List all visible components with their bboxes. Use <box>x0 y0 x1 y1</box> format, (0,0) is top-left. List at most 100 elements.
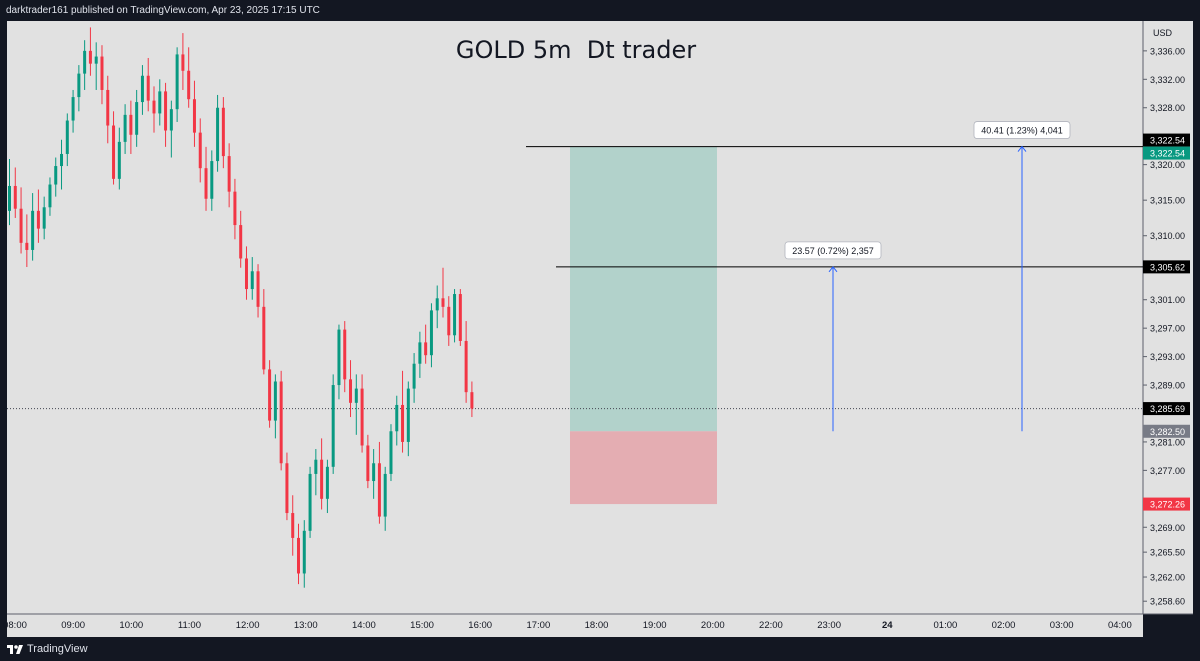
candle-up <box>412 363 416 389</box>
candle-down <box>233 191 237 226</box>
chart-title: GOLD 5m Dt trader <box>456 36 696 64</box>
candle-up <box>54 166 58 185</box>
position-loss-zone <box>570 431 717 505</box>
candle-down <box>343 329 347 380</box>
time-axis-background <box>7 614 1143 637</box>
candle-down <box>360 388 364 446</box>
time-tick-label: 24 <box>882 620 893 631</box>
measure-label: 23.57 (0.72%) 2,357 <box>792 246 874 256</box>
time-tick-label: 15:00 <box>410 620 434 631</box>
candle-down <box>164 91 168 131</box>
candle-up <box>308 473 312 531</box>
price-tag-label: 3,305.62 <box>1150 262 1185 272</box>
candle-up <box>429 310 433 356</box>
currency-label: USD <box>1153 28 1173 38</box>
price-tick-label: 3,258.60 <box>1150 597 1185 607</box>
candle-up <box>175 54 179 110</box>
time-tick-label: 23:00 <box>817 620 841 631</box>
candle-down <box>181 54 185 71</box>
price-tick-label: 3,262.00 <box>1150 573 1185 583</box>
candle-down <box>262 306 266 370</box>
time-axis[interactable]: 08:00 09:00 10:00 11:00 12:00 13:00 14:00 15:00… <box>3 620 1132 631</box>
candle-down <box>192 99 196 133</box>
candle-up <box>383 473 387 517</box>
time-tick-label: 03:00 <box>1050 620 1074 631</box>
candle-up <box>117 141 121 179</box>
price-axis[interactable]: 3,336.00 3,332.00 3,328.00 3,320.00 3,315.00… <box>1143 46 1190 607</box>
candle-up <box>418 342 422 364</box>
price-tick-label: 3,301.00 <box>1150 295 1185 305</box>
candle-down <box>291 513 295 538</box>
candle-up <box>395 404 399 432</box>
candle-up <box>372 463 376 482</box>
chart-canvas[interactable]: GOLD 5m Dt trader 23.57 (0.72%) 2,357 40.… <box>0 21 1200 637</box>
price-tick-label: 3,269.00 <box>1150 523 1185 533</box>
candle-down <box>441 298 445 307</box>
candle-down <box>112 125 116 179</box>
price-tick-label: 3,332.00 <box>1150 75 1185 85</box>
candle-down <box>470 392 474 409</box>
candle-down <box>424 342 428 356</box>
candle-down <box>349 379 353 403</box>
time-tick-label: 11:00 <box>178 620 201 631</box>
time-tick-label: 04:00 <box>1108 620 1132 631</box>
candle-up <box>406 388 410 442</box>
candle-down <box>447 306 451 336</box>
candle-up <box>273 381 277 421</box>
time-tick-label: 18:00 <box>585 620 609 631</box>
measure-label-box <box>784 241 882 260</box>
candle-up <box>453 294 457 336</box>
candle-down <box>152 100 156 114</box>
time-tick-label: 13:00 <box>294 620 318 631</box>
candle-down <box>464 340 468 393</box>
candle-down <box>401 404 405 442</box>
candle-down <box>129 114 133 135</box>
candle-up <box>250 271 254 290</box>
price-tag-stop <box>1143 497 1190 511</box>
candle-down <box>256 271 260 307</box>
time-tick-label: 01:00 <box>934 620 958 631</box>
price-tick-label: 3,320.00 <box>1150 160 1185 170</box>
price-tick-label: 3,281.00 <box>1150 437 1185 447</box>
candle-down <box>221 107 225 157</box>
candle-down <box>279 381 283 464</box>
price-axis-background <box>1143 21 1193 614</box>
candle-up <box>216 107 220 162</box>
price-tag-hline <box>1143 260 1190 274</box>
price-tag-label: 3,322.54 <box>1150 149 1185 159</box>
candle-up <box>435 298 439 311</box>
candle-down <box>366 445 370 482</box>
price-tick-label: 3,293.00 <box>1150 352 1185 362</box>
candle-down <box>268 369 272 421</box>
time-tick-label: 14:00 <box>352 620 376 631</box>
candle-down <box>88 50 92 64</box>
measure-label-box <box>973 121 1071 139</box>
candle-down <box>239 225 243 259</box>
candle-down <box>146 75 150 101</box>
price-tick-label: 3,336.00 <box>1150 46 1185 56</box>
candle-up <box>337 329 341 386</box>
time-tick-label: 17:00 <box>526 620 550 631</box>
candle-down <box>198 132 202 169</box>
time-tick-label: 19:00 <box>643 620 667 631</box>
candle-down <box>106 89 110 126</box>
price-tag-target <box>1143 146 1190 160</box>
publisher-text: darktrader161 published on TradingView.c… <box>6 5 320 16</box>
price-tag-last <box>1143 402 1190 416</box>
price-tick-label: 3,289.00 <box>1150 381 1185 391</box>
candle-up <box>8 185 11 211</box>
candle-up <box>331 385 335 467</box>
candle-up <box>94 56 98 64</box>
time-tick-label: 10:00 <box>119 620 143 631</box>
price-tag-label: 3,282.50 <box>1150 427 1185 437</box>
candle-down <box>244 258 248 290</box>
candle-up <box>169 109 173 131</box>
time-tick-label: 02:00 <box>992 620 1016 631</box>
candle-up <box>42 207 46 229</box>
candle-down <box>227 156 231 192</box>
candle-up <box>302 530 306 574</box>
candle-up <box>314 459 318 474</box>
candle-up <box>158 91 162 114</box>
candle-down <box>25 242 29 250</box>
